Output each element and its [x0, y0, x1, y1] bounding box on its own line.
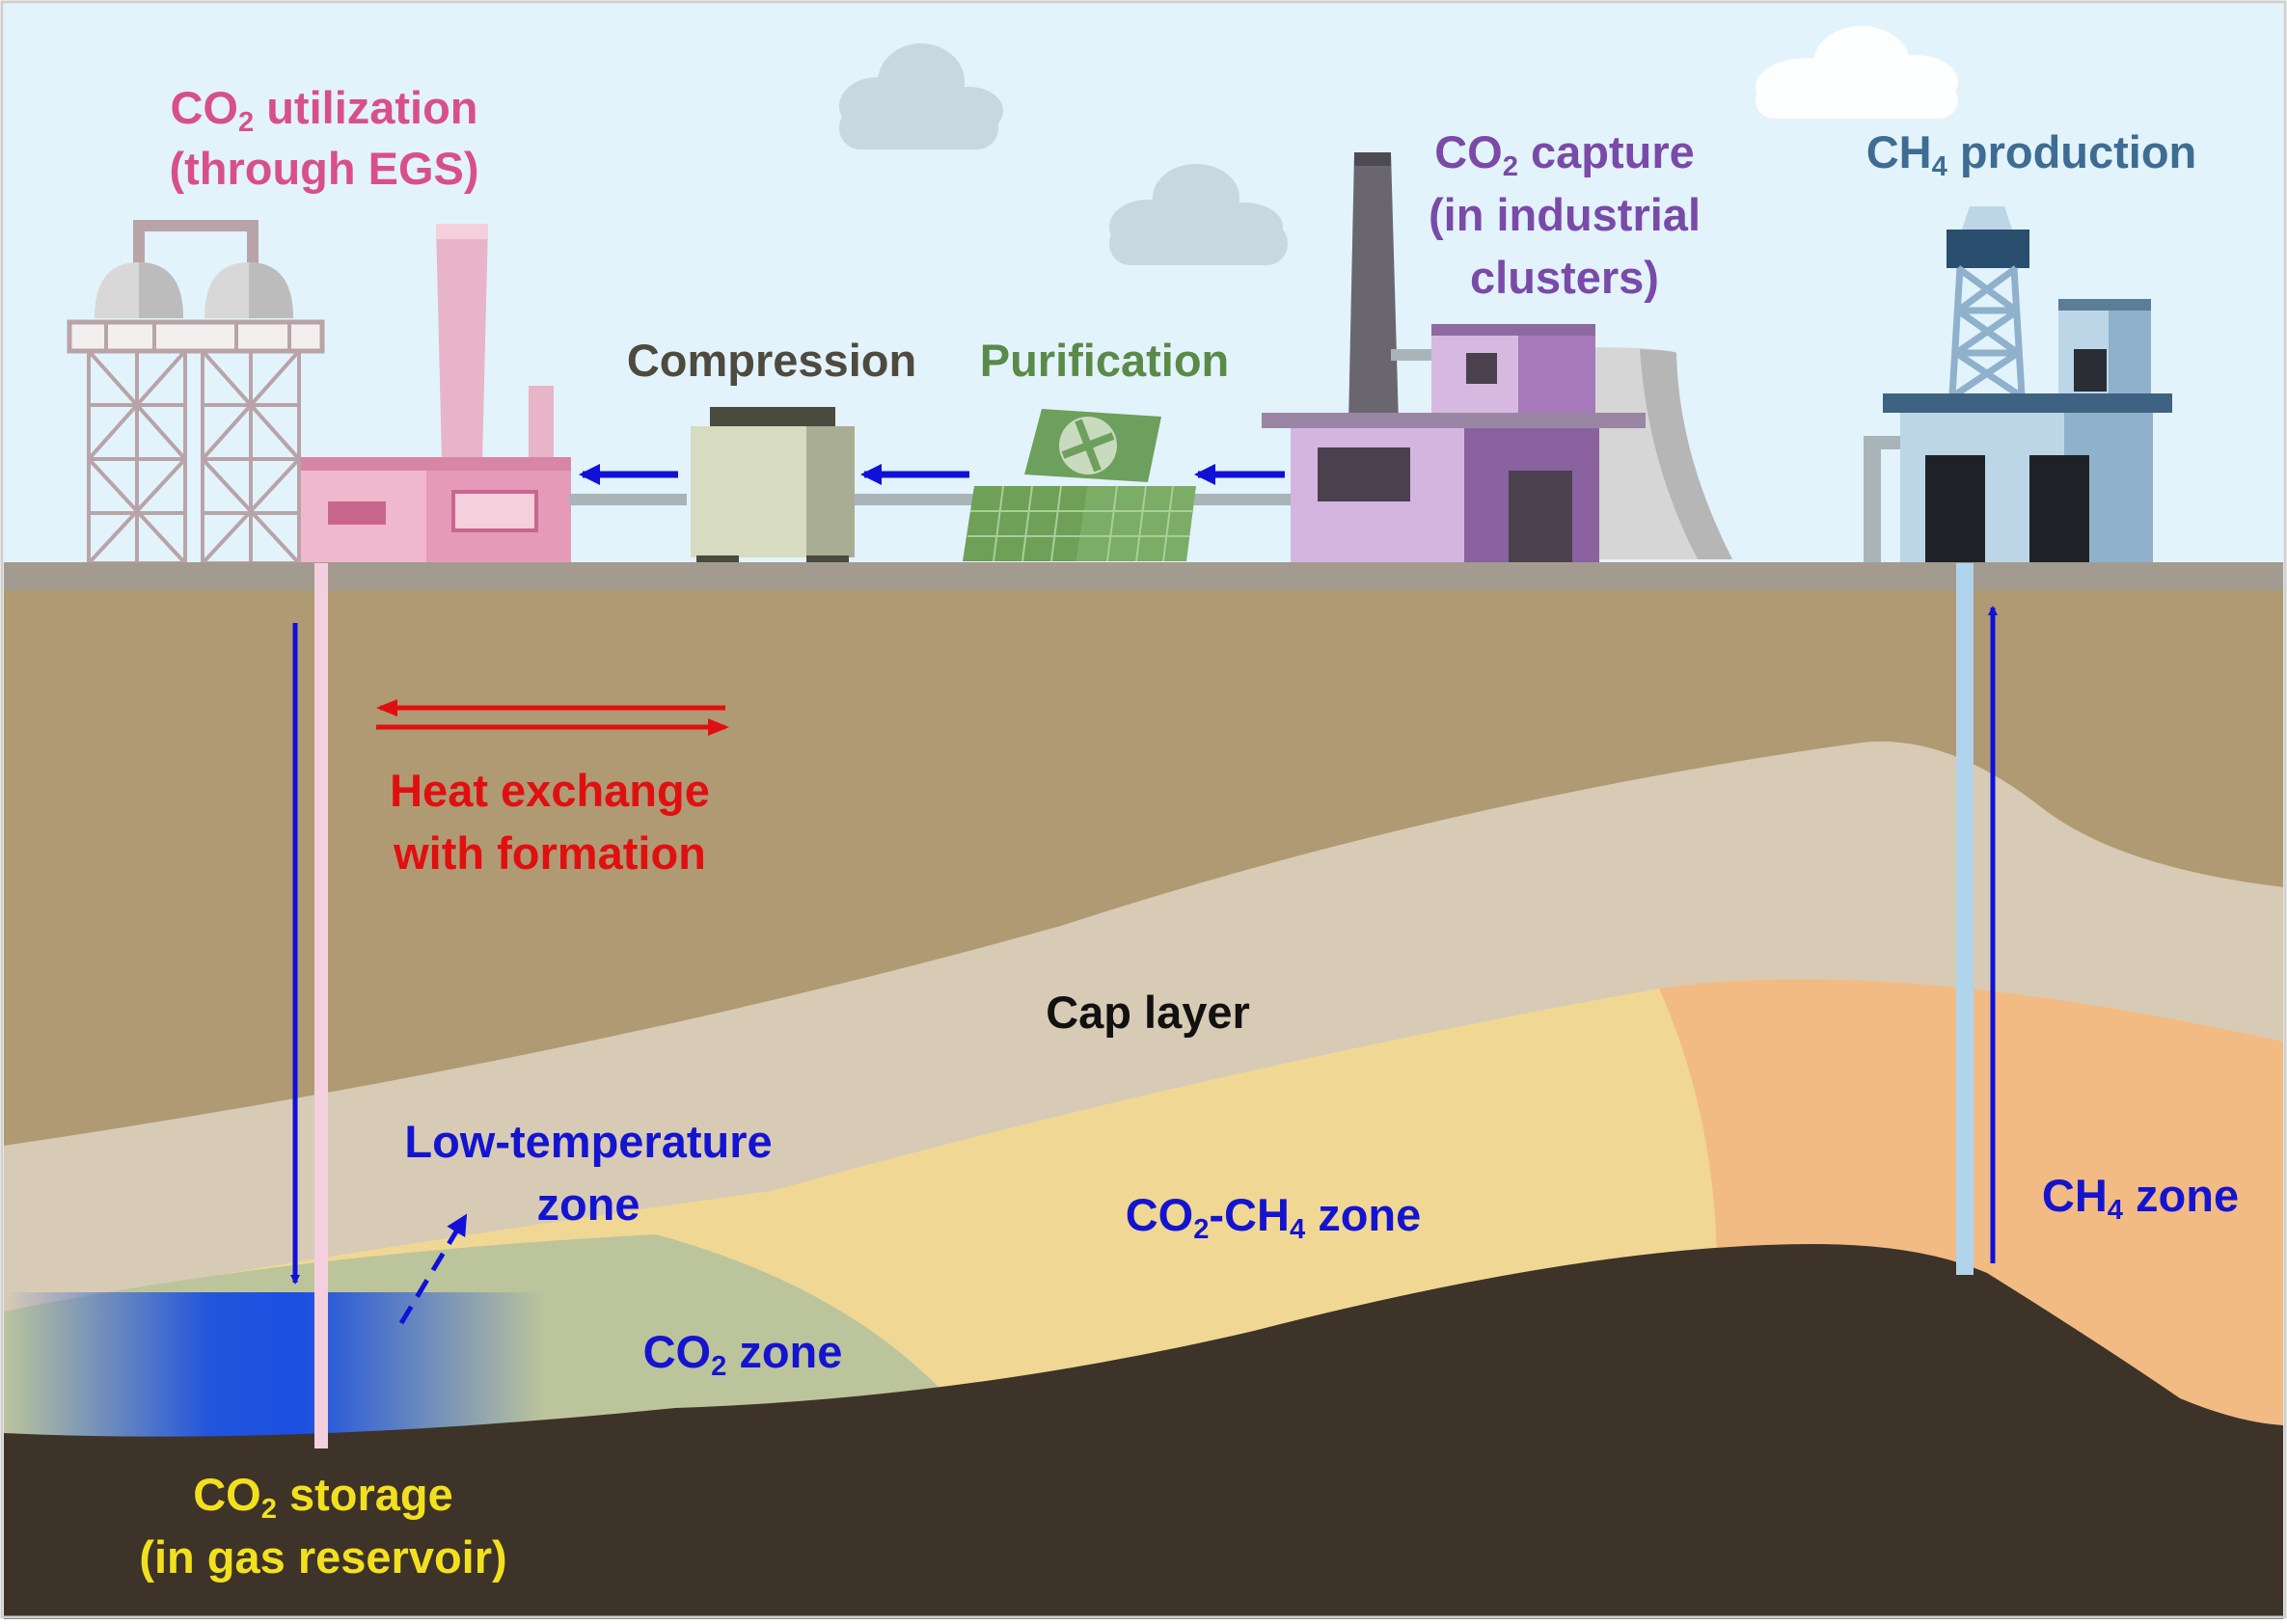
co2-zone-label: CO2 zone [598, 1326, 887, 1381]
purification-label: Purification [979, 335, 1230, 386]
co2-utilization-label: CO2 utilization (through EGS) [122, 85, 527, 191]
text: CO [170, 82, 238, 133]
cap-layer-label: Cap layer [1046, 987, 1250, 1038]
co2-capture-line1: CO2 capture [1381, 126, 1748, 181]
text: CO [1434, 126, 1503, 177]
co2-utilization-line2: (through EGS) [169, 143, 479, 194]
text: utilization [254, 82, 478, 133]
low-temperature-label: Low-temperature zone [367, 1119, 810, 1227]
subscript: 4 [1289, 1214, 1306, 1246]
text: -CH [1209, 1189, 1290, 1240]
production-well [1956, 563, 1974, 1275]
subscript: 2 [711, 1351, 727, 1383]
egs-plant-icon [67, 220, 571, 565]
subscript: 4 [2107, 1195, 2123, 1227]
subscript: 2 [260, 1494, 277, 1526]
cloud-icon [839, 43, 1003, 149]
text: zone [1305, 1189, 1422, 1240]
ground-surface-strip [4, 562, 2283, 591]
text: CO [193, 1469, 261, 1520]
text: CO [642, 1326, 712, 1377]
co2-utilization-line1: CO2 utilization [122, 82, 527, 137]
surface-pipe [569, 494, 687, 505]
low-temperature-line1: Low-temperature [404, 1116, 773, 1167]
purifier-icon [963, 409, 1196, 562]
text: zone [2122, 1170, 2240, 1221]
co2-capture-line3: clusters) [1470, 252, 1659, 303]
text: CO [1125, 1189, 1194, 1240]
industrial-plant-icon [1262, 152, 1732, 563]
compressor-icon [691, 407, 855, 565]
low-temperature-line2: zone [536, 1178, 640, 1230]
co2-capture-label: CO2 capture (in industrial clusters) [1381, 129, 1748, 300]
cloud-icon [1109, 164, 1288, 265]
text: CH [1865, 126, 1932, 177]
co2-storage-line1: CO2 storage [106, 1469, 540, 1524]
cloud-icon [1756, 26, 1958, 119]
text: production [1947, 126, 2197, 177]
subscript: 2 [1193, 1214, 1210, 1246]
low-temperature-zone [4, 1292, 544, 1447]
text: storage [276, 1469, 453, 1520]
text: CH [2041, 1170, 2108, 1221]
co2-storage-label: CO2 storage (in gas reservoir) [106, 1472, 540, 1580]
bedrock [4, 1244, 2283, 1619]
co2-ch4-zone-label: CO2-CH4 zone [1071, 1189, 1476, 1244]
text: zone [726, 1326, 843, 1377]
surface-pipe [851, 494, 976, 505]
subscript: 2 [1502, 151, 1518, 183]
heat-exchange-label: Heat exchange with formation [357, 768, 743, 876]
surface-pipe [1190, 494, 1293, 505]
co2-capture-line2: (in industrial [1429, 189, 1701, 240]
ch4-production-label: CH4 production [1829, 126, 2234, 181]
gas-well-icon [1864, 206, 2172, 563]
text: capture [1517, 126, 1695, 177]
injection-well [314, 563, 328, 1448]
low-temperature-pointer [398, 1213, 468, 1325]
compression-label: Compression [626, 335, 917, 386]
subscript: 2 [237, 107, 255, 139]
heat-exchange-line2: with formation [394, 827, 706, 879]
ch4-zone-label: CH4 zone [2020, 1170, 2261, 1225]
heat-exchange-line1: Heat exchange [390, 765, 710, 816]
co2-storage-line2: (in gas reservoir) [139, 1531, 507, 1583]
subscript: 4 [1931, 151, 1947, 183]
